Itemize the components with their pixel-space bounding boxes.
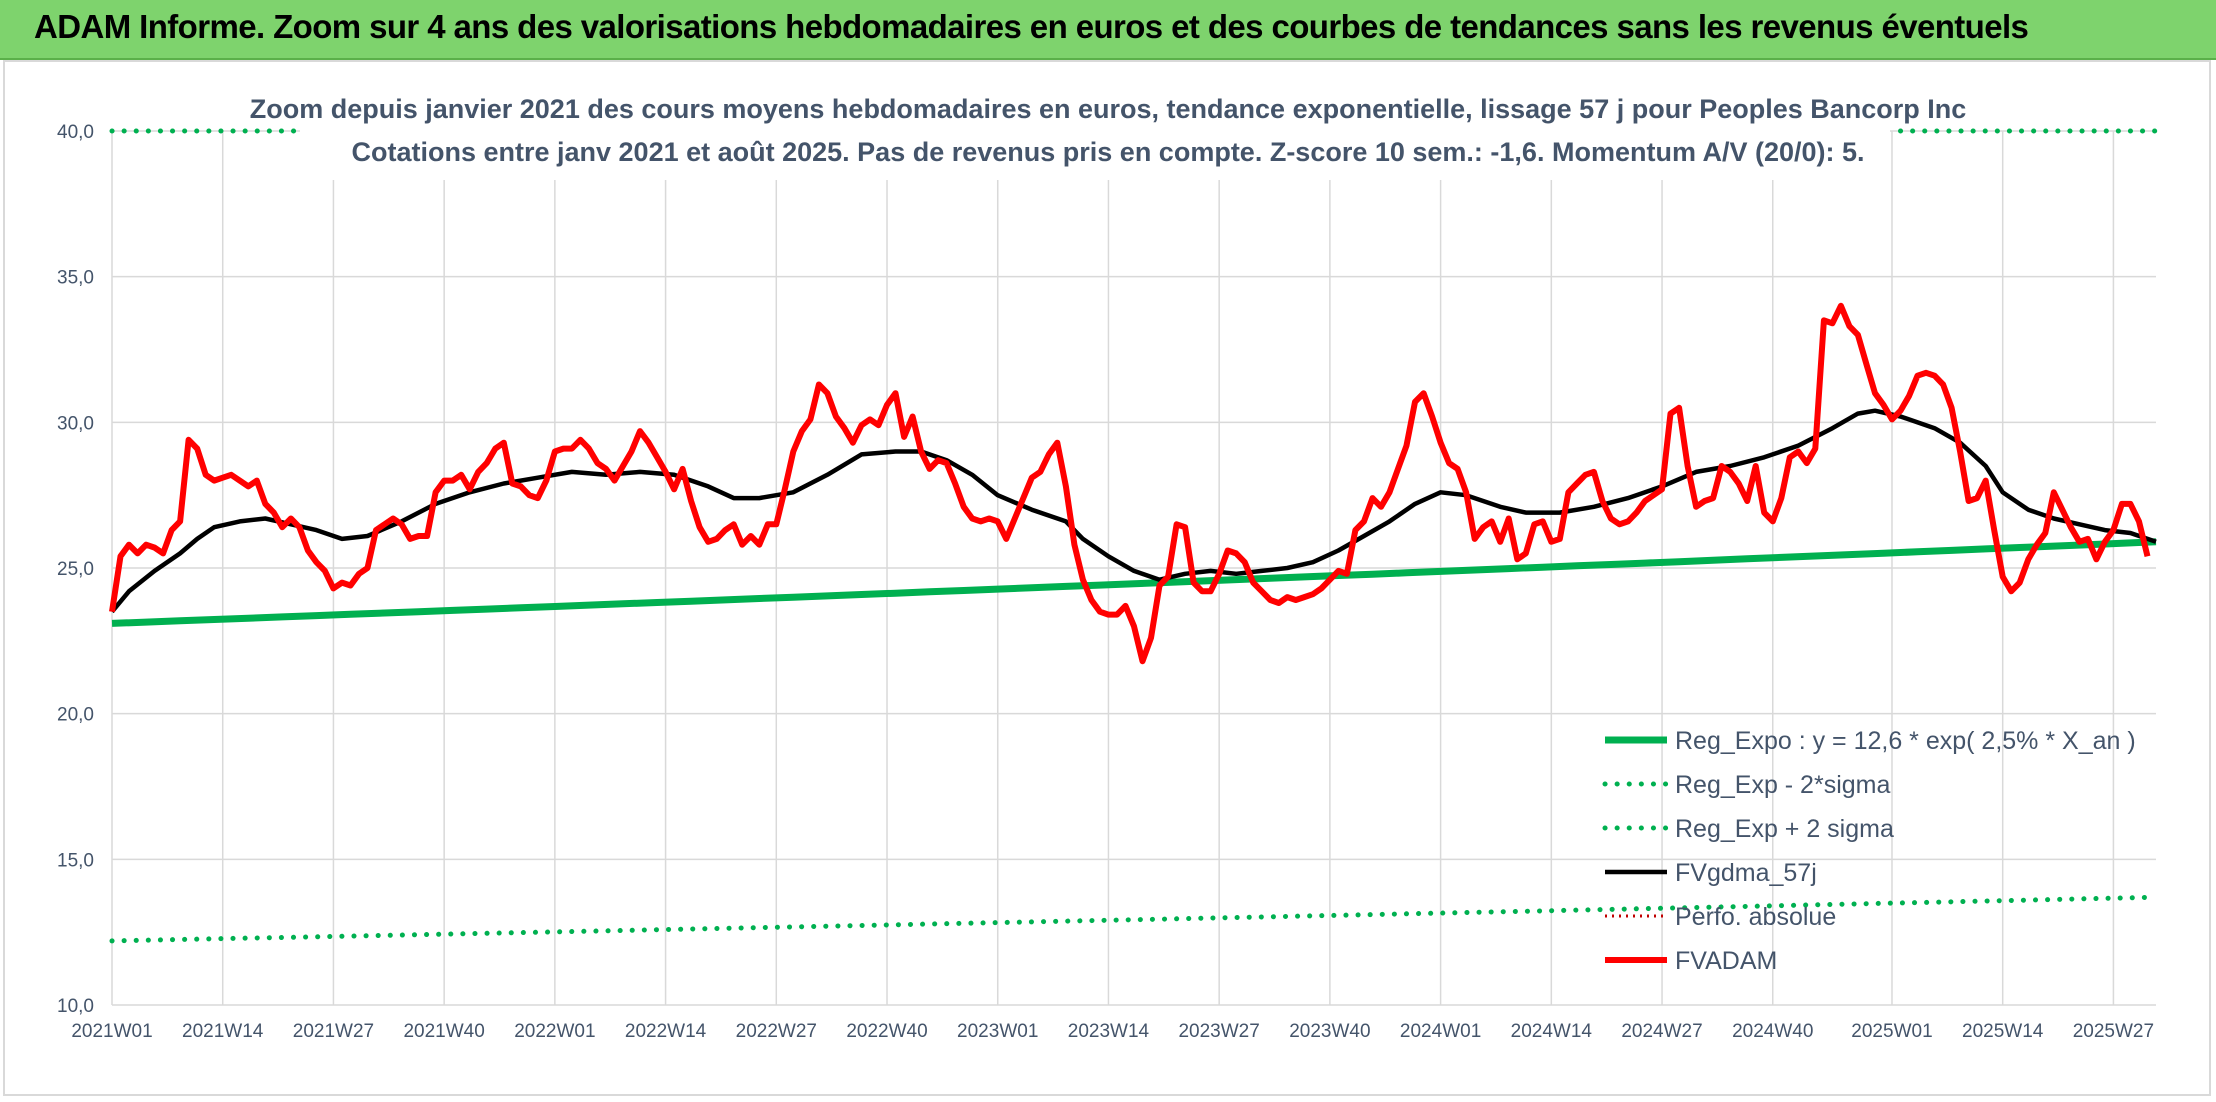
legend-label: Reg_Exp + 2 sigma (1675, 815, 1894, 843)
y-tick-label: 25,0 (57, 559, 94, 580)
x-tick-label: 2025W14 (1962, 1021, 2044, 1042)
y-tick-label: 40,0 (57, 122, 94, 143)
x-tick-label: 2023W27 (1178, 1021, 1259, 1042)
x-axis-ticks: 2021W01 2021W14 2021W27 2021W40 2022W01 2022W… (71, 1021, 2154, 1042)
x-tick-label: 2022W27 (736, 1021, 817, 1042)
x-tick-label: 2024W14 (1511, 1021, 1593, 1042)
gridlines (111, 130, 2156, 1006)
x-tick-label: 2021W27 (293, 1021, 374, 1042)
x-tick-label: 2021W01 (71, 1021, 152, 1042)
header-bar: ADAM Informe. Zoom sur 4 ans des valoris… (0, 0, 2216, 60)
x-tick-label: 2021W14 (182, 1021, 264, 1042)
report-title: ADAM Informe. Zoom sur 4 ans des valoris… (34, 8, 2029, 45)
x-tick-label: 2022W01 (514, 1021, 595, 1042)
y-axis-ticks: 10,0 15,0 20,0 25,0 30,0 35,0 40,0 (57, 122, 94, 1017)
series-fvgdma-57j (110, 408, 2157, 614)
chart-title-line1: Zoom depuis janvier 2021 des cours moyen… (250, 94, 1967, 124)
y-tick-label: 35,0 (57, 268, 94, 289)
x-tick-label: 2022W14 (625, 1021, 707, 1042)
legend-label: Perfo. absolue (1675, 903, 1836, 931)
x-tick-label: 2024W40 (1732, 1021, 1813, 1042)
chart-frame (3, 60, 2211, 1096)
x-tick-label: 2021W40 (403, 1021, 484, 1042)
x-tick-label: 2023W40 (1289, 1021, 1370, 1042)
y-tick-label: 10,0 (57, 996, 94, 1017)
legend: Reg_Expo : y = 12,6 * exp( 2,5% * X_an )… (1602, 727, 2136, 975)
series-fvadam (109, 302, 2151, 665)
title-backdrop (300, 84, 1890, 180)
y-tick-label: 20,0 (57, 705, 94, 726)
series-reg-exp (109, 894, 2159, 944)
legend-label: FVgdma_57j (1675, 859, 1817, 887)
legend-label: Reg_Exp - 2*sigma (1675, 771, 1890, 799)
y-tick-label: 30,0 (57, 413, 94, 434)
x-tick-label: 2022W40 (846, 1021, 927, 1042)
x-tick-label: 2024W27 (1621, 1021, 1702, 1042)
x-tick-label: 2023W14 (1068, 1021, 1150, 1042)
x-tick-label: 2025W01 (1851, 1021, 1932, 1042)
x-tick-label: 2025W27 (2073, 1021, 2154, 1042)
series-reg-expo (111, 538, 2157, 627)
legend-label: Reg_Expo : y = 12,6 * exp( 2,5% * X_an ) (1675, 727, 2136, 755)
y-tick-label: 15,0 (57, 850, 94, 871)
x-tick-label: 2024W01 (1400, 1021, 1481, 1042)
x-tick-label: 2023W01 (957, 1021, 1038, 1042)
series-group (109, 128, 2159, 944)
chart-title-line2: Cotations entre janv 2021 et août 2025. … (351, 137, 1864, 167)
legend-label: FVADAM (1675, 947, 1777, 975)
